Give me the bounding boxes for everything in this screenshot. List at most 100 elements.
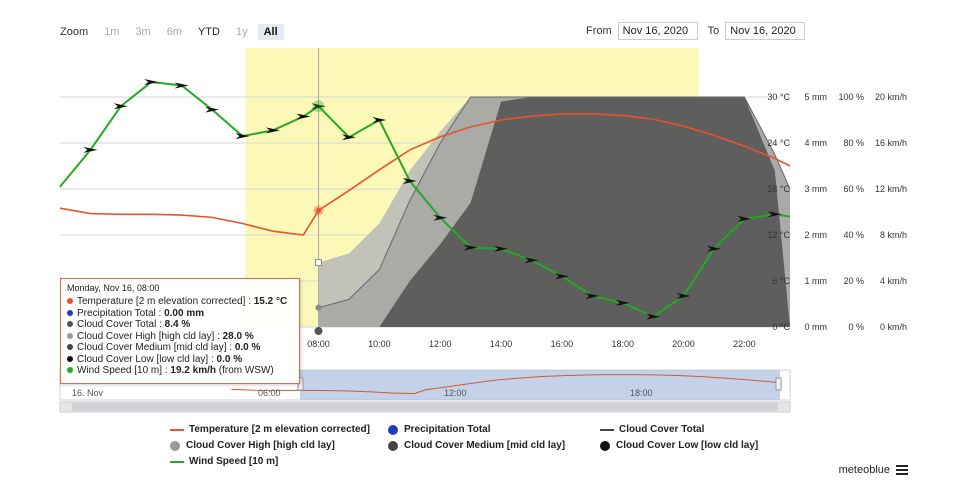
x-tick-label: 14:00	[490, 339, 513, 349]
tooltip-series-name: Temperature [2 m elevation corrected] :	[77, 296, 254, 307]
legend-symbol-icon	[388, 424, 398, 435]
series-marker-icon	[67, 332, 73, 339]
tooltip-series-name: Cloud Cover Total :	[77, 319, 165, 330]
x-tick-label: 20:00	[672, 339, 695, 349]
wind-direction-arrow	[767, 211, 782, 218]
navigator-label: 12:00	[444, 388, 467, 398]
legend-symbol-icon	[170, 460, 184, 463]
date-range: From To	[586, 22, 806, 40]
tooltip-row: Cloud Cover High [high cld lay] : 28.0 %	[67, 331, 293, 343]
legend-symbol-icon	[170, 440, 180, 451]
y-axis-tick-label: 2 mm	[805, 230, 828, 240]
y-axis-tick-label: 20 %	[843, 276, 864, 286]
wind-direction-arrow	[524, 257, 539, 264]
series-marker-icon	[67, 298, 73, 305]
navigator-label: 18:00	[630, 388, 653, 398]
legend-item[interactable]: Cloud Cover Medium [mid cld lay]	[388, 440, 565, 451]
chart-tooltip: Monday, Nov 16, 08:00 Temperature [2 m e…	[60, 278, 300, 384]
wind-direction-arrow	[646, 313, 661, 320]
legend-label: Precipitation Total	[404, 424, 491, 435]
wind-direction-arrow	[706, 245, 721, 252]
wind-direction-arrow	[372, 117, 387, 123]
series-marker-icon	[67, 321, 73, 328]
from-date-input[interactable]	[617, 22, 698, 40]
y-axis-tick-label: 60 %	[843, 184, 864, 194]
wind-direction-arrow	[433, 214, 448, 221]
wind-direction-arrow	[737, 215, 752, 222]
tooltip-row: Temperature [2 m elevation corrected] : …	[67, 296, 293, 308]
cloud-medium-marker	[314, 327, 323, 335]
legend-symbol-icon	[600, 428, 614, 431]
tooltip-series-value: 8.4 %	[164, 319, 191, 330]
wind-direction-arrow	[311, 103, 326, 110]
zoom-6m-button[interactable]: 6m	[166, 26, 182, 38]
wind-direction-arrow	[235, 133, 250, 140]
legend-label: Cloud Cover Medium [mid cld lay]	[404, 440, 566, 451]
legend-symbol-icon	[600, 440, 610, 451]
wind-direction-arrow	[585, 292, 600, 299]
wind-direction-arrow	[402, 177, 417, 184]
weather-chart[interactable]: 08:00 10:00 12:00 14:00 16:00 18:00 20:00 22:00…	[0, 0, 960, 420]
legend-item[interactable]: Cloud Cover Low [low cld lay]	[600, 440, 758, 451]
series-marker-icon	[67, 309, 73, 316]
legend-label: Cloud Cover High [high cld lay]	[186, 440, 335, 451]
tooltip-row: Precipitation Total : 0.00 mm	[67, 308, 293, 320]
zoom-all-button[interactable]: All	[257, 24, 284, 40]
wind-direction-arrow	[554, 273, 569, 280]
legend-label: Cloud Cover Low [low cld lay]	[616, 440, 759, 451]
legend-label: Cloud Cover Total	[619, 424, 705, 435]
y-axis-tick-label: 3 mm	[805, 184, 828, 194]
zoom-1y-button[interactable]: 1y	[235, 26, 248, 38]
zoom-1m-button[interactable]: 1m	[104, 26, 120, 38]
wind-direction-arrow	[113, 103, 128, 110]
legend-item[interactable]: Temperature [2 m elevation corrected]	[170, 424, 370, 435]
tooltip-series-extra: (from WSW)	[215, 365, 274, 376]
y-axis-tick-label: 0 %	[848, 322, 864, 332]
y-axis-tick-label: 100 %	[838, 92, 864, 102]
y-axis-tick-label: 16 km/h	[875, 138, 907, 148]
y-axis-tick-label: 0 km/h	[880, 322, 907, 332]
tooltip-row: Cloud Cover Total : 8.4 %	[67, 319, 293, 331]
tooltip-series-value: 15.2 °C	[253, 296, 288, 307]
legend-label: Temperature [2 m elevation corrected]	[189, 424, 370, 435]
y-axis-tick-label: 5 mm	[805, 92, 828, 102]
x-tick-label: 12:00	[429, 339, 452, 349]
navigator-label: 16. Nov	[72, 388, 104, 398]
wind-speed-line	[59, 81, 791, 318]
legend-item[interactable]: Precipitation Total	[388, 424, 491, 435]
cloud-high-marker	[315, 259, 323, 267]
brand-area: meteoblue	[839, 464, 908, 476]
x-tick-label: 10:00	[368, 339, 391, 349]
y-axis-tick-label: 12 km/h	[875, 184, 907, 194]
wind-speed-marker	[312, 100, 325, 113]
y-axis-tick-label: 1 mm	[805, 276, 828, 286]
zoom-controls: Zoom 1m 3m 6m YTD 1y All	[60, 24, 288, 40]
y-axis-tick-label: 6 °C	[772, 276, 790, 286]
x-tick-label: 18:00	[611, 339, 634, 349]
tooltip-series-name: Wind Speed [10 m] :	[77, 365, 171, 376]
legend-item[interactable]: Cloud Cover High [high cld lay]	[170, 440, 335, 451]
series-marker-icon	[67, 367, 73, 374]
legend-symbol-icon	[170, 428, 184, 431]
navigator-window	[300, 370, 780, 400]
legend-item[interactable]: Cloud Cover Total	[600, 424, 704, 435]
y-axis-tick-label: 12 °C	[767, 230, 790, 240]
y-axis-tick-label: 4 mm	[805, 138, 828, 148]
tooltip-series-name: Cloud Cover Medium [mid cld lay] :	[77, 342, 235, 353]
y-axis-tick-label: 40 %	[843, 230, 864, 240]
from-label: From	[586, 25, 612, 37]
series-marker-icon	[67, 355, 73, 362]
zoom-3m-button[interactable]: 3m	[135, 26, 151, 38]
y-axis-tick-label: 80 %	[843, 138, 864, 148]
menu-icon[interactable]	[896, 465, 908, 475]
wind-direction-arrow	[615, 299, 630, 306]
tooltip-series-value: 0.0 %	[216, 353, 243, 365]
wind-direction-arrow	[144, 79, 159, 86]
brand-logo: meteoblue	[838, 464, 890, 476]
wind-direction-arrow	[676, 292, 691, 299]
zoom-ytd-button[interactable]: YTD	[197, 26, 220, 38]
legend-item[interactable]: Wind Speed [10 m]	[170, 456, 278, 467]
to-date-input[interactable]	[725, 22, 806, 40]
navigator-handle-left	[297, 377, 304, 391]
y-axis-tick-label: 4 km/h	[880, 276, 907, 286]
